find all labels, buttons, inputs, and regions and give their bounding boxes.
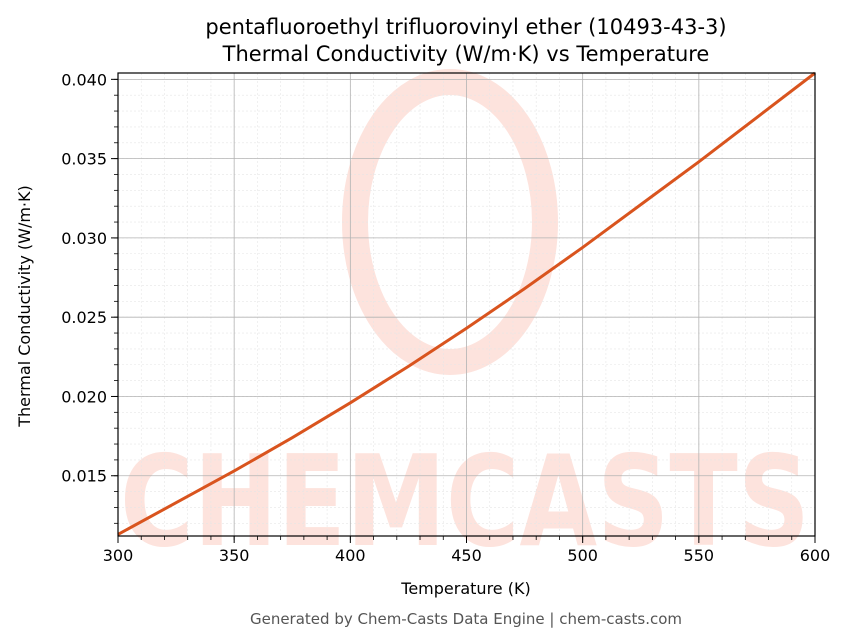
footer-credit: Generated by Chem-Casts Data Engine | ch… — [250, 610, 682, 628]
x-tick-label: 350 — [219, 546, 250, 565]
y-tick-label: 0.025 — [61, 308, 107, 327]
y-tick-label: 0.030 — [61, 229, 107, 248]
series-line — [117, 71, 816, 536]
x-axis-label: Temperature (K) — [400, 579, 530, 598]
y-tick-label: 0.020 — [61, 387, 107, 406]
watermark-text: CHEMCASTS — [120, 428, 810, 575]
x-tick-label: 450 — [451, 546, 482, 565]
x-tick-label: 500 — [567, 546, 598, 565]
chart-subtitle: Thermal Conductivity (W/m·K) vs Temperat… — [222, 42, 710, 66]
y-axis-label: Thermal Conductivity (W/m·K) — [15, 185, 34, 428]
x-tick-label: 600 — [800, 546, 831, 565]
plot-frame — [117, 72, 816, 537]
x-tick-label: 400 — [335, 546, 366, 565]
series-group — [117, 71, 816, 536]
ticks: 300 350 400 450 500 550 600 0.015 0.020 0.025 0.03… — [61, 70, 830, 565]
x-tick-label: 550 — [684, 546, 715, 565]
watermark-logo: CHEMCASTS — [120, 69, 810, 575]
y-tick-label: 0.040 — [61, 70, 107, 89]
chart-title: pentafluoroethyl trifluorovinyl ether (1… — [205, 15, 726, 39]
x-tick-label: 300 — [103, 546, 134, 565]
y-tick-label: 0.015 — [61, 467, 107, 486]
y-tick-label: 0.035 — [61, 150, 107, 169]
